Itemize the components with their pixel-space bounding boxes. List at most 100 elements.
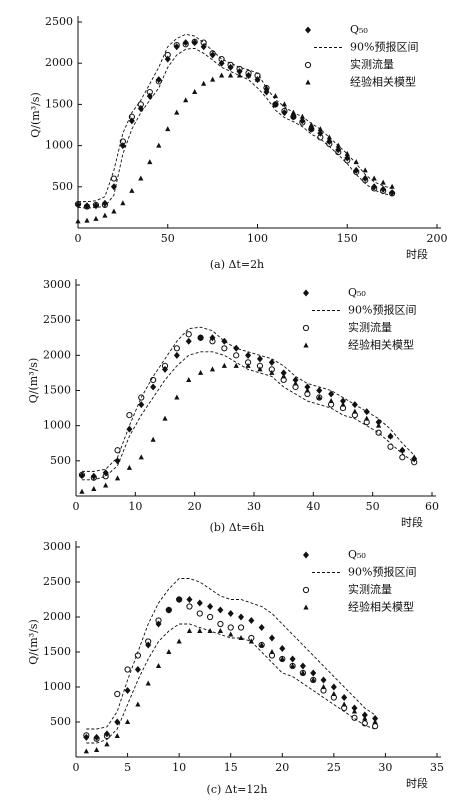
data-point xyxy=(236,72,243,78)
x-tick-label: 200 xyxy=(427,232,448,245)
x-tick-label: 35 xyxy=(430,761,444,774)
data-point xyxy=(103,482,109,488)
legend-marker xyxy=(304,61,312,69)
data-point xyxy=(186,376,192,382)
x-tick-label: 60 xyxy=(425,500,439,513)
y-tick-label: 500 xyxy=(50,454,71,467)
data-point xyxy=(196,599,203,607)
data-point xyxy=(138,454,144,460)
data-point xyxy=(124,666,131,673)
data-point xyxy=(110,175,118,182)
data-point xyxy=(254,76,261,82)
data-point xyxy=(207,603,214,610)
legend-label: 实测流量 xyxy=(350,57,394,71)
data-point xyxy=(210,76,216,82)
legend-label: 经验相关模型 xyxy=(348,600,414,614)
data-point xyxy=(290,663,296,668)
data-point xyxy=(176,638,182,644)
data-point xyxy=(387,433,394,439)
data-point xyxy=(94,747,100,752)
data-point xyxy=(361,720,368,727)
data-point xyxy=(236,65,243,73)
data-point xyxy=(90,474,97,481)
x-tick-label: 30 xyxy=(247,500,261,513)
data-point xyxy=(248,617,255,624)
data-point xyxy=(207,628,213,633)
data-point xyxy=(353,159,359,165)
data-point xyxy=(353,168,360,176)
data-point xyxy=(281,373,287,379)
data-point xyxy=(233,344,240,352)
data-point xyxy=(411,459,418,466)
data-point xyxy=(279,645,286,652)
x-tick-label: 150 xyxy=(337,232,358,245)
x-tick-label: 30 xyxy=(378,761,392,774)
data-point xyxy=(114,457,121,465)
legend-label: 实测流量 xyxy=(348,582,392,596)
data-point xyxy=(380,187,387,195)
data-point xyxy=(155,76,162,84)
data-point xyxy=(192,89,198,95)
data-point xyxy=(209,50,216,57)
data-point xyxy=(186,596,193,603)
data-point xyxy=(217,628,223,633)
data-point xyxy=(351,714,358,721)
legend-marker xyxy=(305,79,311,85)
data-point xyxy=(221,362,227,368)
legend-label: Q₅₀ xyxy=(348,548,366,561)
data-point xyxy=(389,190,396,197)
data-point xyxy=(124,687,131,694)
data-point xyxy=(245,72,252,78)
y-tick-label: 2500 xyxy=(45,15,73,28)
data-point xyxy=(351,704,358,712)
data-point xyxy=(83,203,91,210)
caption: (a) Δt=2h xyxy=(210,258,264,271)
x-tick-label: 0 xyxy=(75,232,82,245)
data-point xyxy=(197,628,203,633)
caption: (b) Δt=6h xyxy=(210,521,265,534)
data-point xyxy=(257,366,263,372)
data-point xyxy=(351,708,358,714)
y-axis-label: Q/(m³/s) xyxy=(29,92,42,138)
data-point xyxy=(344,150,350,156)
x-tick-label: 0 xyxy=(73,500,80,513)
x-tick-label: 20 xyxy=(188,500,202,513)
data-point xyxy=(217,620,224,628)
data-point xyxy=(79,488,85,494)
data-point xyxy=(362,167,368,173)
data-point xyxy=(155,78,162,85)
data-point xyxy=(372,719,378,724)
data-point xyxy=(335,142,341,148)
legend-label: 90%预报区间 xyxy=(350,40,418,54)
data-point xyxy=(145,638,152,645)
data-point xyxy=(101,201,109,209)
data-point xyxy=(186,603,193,610)
data-point xyxy=(399,447,405,453)
data-point xyxy=(111,208,117,214)
legend-marker xyxy=(305,26,311,34)
data-point xyxy=(335,149,342,156)
x-tick-label: 0 xyxy=(73,761,80,774)
data-point xyxy=(185,331,192,338)
legend-label: 90%预报区间 xyxy=(348,303,416,317)
data-point xyxy=(90,472,97,480)
data-point xyxy=(103,732,111,740)
data-point xyxy=(186,628,193,633)
data-point xyxy=(198,369,204,375)
data-point xyxy=(300,670,306,675)
data-point xyxy=(256,355,263,363)
data-point xyxy=(308,122,314,127)
data-point xyxy=(119,138,126,145)
data-point xyxy=(361,711,368,719)
data-point xyxy=(104,741,110,747)
x-tick-label: 100 xyxy=(247,232,268,245)
data-point xyxy=(93,215,99,221)
data-point xyxy=(233,352,240,359)
interval-line xyxy=(78,33,393,203)
data-point xyxy=(120,200,126,206)
data-point xyxy=(320,684,327,689)
data-point xyxy=(102,212,108,218)
x-tick-label: 40 xyxy=(306,500,320,513)
data-point xyxy=(126,464,132,470)
data-point xyxy=(292,380,299,386)
